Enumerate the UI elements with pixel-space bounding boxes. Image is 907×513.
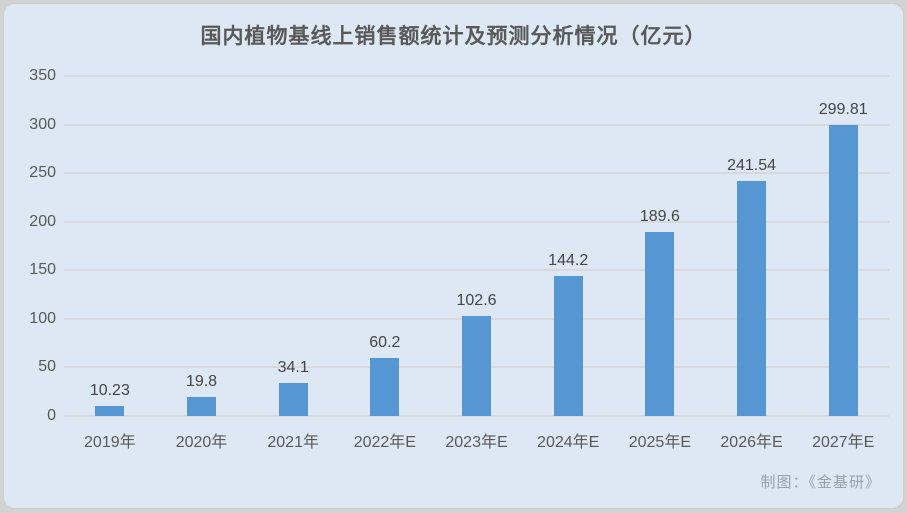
bar-slot: 299.81 bbox=[797, 76, 889, 416]
gridline bbox=[64, 172, 889, 175]
bars-row: 10.23 19.8 34.1 60.2 102.6 144.2 189.6 241.54 29… bbox=[64, 76, 889, 416]
bar-value-label: 144.2 bbox=[548, 251, 589, 269]
bar bbox=[553, 275, 583, 416]
x-tick-label: 2026年E bbox=[720, 434, 783, 451]
gridline bbox=[64, 220, 889, 223]
gridline bbox=[64, 415, 889, 417]
x-tick-label: 2020年 bbox=[175, 434, 228, 451]
bar bbox=[95, 406, 125, 416]
y-tick-label: 200 bbox=[29, 212, 56, 230]
bar-value-label: 241.54 bbox=[727, 157, 776, 175]
bar-slot: 144.2 bbox=[522, 76, 614, 416]
bar bbox=[737, 181, 767, 416]
x-tick-label: 2024年E bbox=[537, 434, 600, 451]
bar-slot: 241.54 bbox=[706, 76, 798, 416]
chart-card: 国内植物基线上销售额统计及预测分析情况（亿元） 0 50 100 150 200 250 3… bbox=[3, 3, 904, 509]
bar bbox=[645, 231, 675, 416]
x-axis: 2019年 2020年 2021年 2022年E 2023年E 2024年E 2025年E 2… bbox=[64, 428, 889, 452]
y-tick-label: 50 bbox=[38, 358, 56, 376]
bar-value-label: 189.6 bbox=[639, 207, 680, 225]
y-tick-label: 250 bbox=[29, 164, 56, 182]
y-tick-label: 150 bbox=[29, 261, 56, 279]
bar-slot: 19.8 bbox=[156, 76, 248, 416]
bar-value-label: 102.6 bbox=[456, 292, 497, 310]
y-tick-label: 300 bbox=[29, 115, 56, 133]
y-tick-label: 0 bbox=[47, 407, 56, 424]
plot-area: 10.23 19.8 34.1 60.2 102.6 144.2 189.6 241.54 29… bbox=[64, 75, 889, 417]
x-tick-label: 2019年 bbox=[84, 434, 136, 451]
y-axis: 0 50 100 150 200 250 300 350 bbox=[4, 68, 56, 424]
bar bbox=[370, 357, 400, 416]
x-tick-label: 2027年E bbox=[812, 434, 875, 451]
y-tick-label: 100 bbox=[29, 309, 56, 327]
x-tick-label: 2021年 bbox=[267, 434, 319, 451]
bar-slot: 10.23 bbox=[64, 76, 156, 416]
x-tick-label: 2022年E bbox=[353, 434, 416, 451]
credit-text: 制图：《金基研》 bbox=[760, 474, 881, 491]
bar-value-label: 10.23 bbox=[89, 382, 130, 400]
gridline bbox=[64, 269, 889, 272]
x-tick-label: 2025年E bbox=[628, 434, 691, 451]
y-tick-label: 350 bbox=[29, 67, 56, 84]
bar-slot: 102.6 bbox=[431, 76, 523, 416]
chart-title: 国内植物基线上销售额统计及预测分析情况（亿元） bbox=[200, 25, 707, 48]
bar bbox=[828, 124, 858, 416]
bar-value-label: 34.1 bbox=[277, 358, 309, 376]
bar bbox=[462, 316, 492, 416]
bar-value-label: 299.81 bbox=[818, 100, 868, 118]
bar-value-label: 60.2 bbox=[369, 333, 401, 351]
x-tick-label: 2023年E bbox=[445, 434, 508, 451]
gridline bbox=[64, 75, 889, 77]
bar-value-label: 19.8 bbox=[185, 372, 218, 390]
bar bbox=[278, 382, 308, 416]
gridline bbox=[64, 123, 889, 126]
bar-slot: 34.1 bbox=[247, 76, 339, 416]
bar bbox=[187, 396, 216, 416]
bar-slot: 60.2 bbox=[339, 76, 431, 416]
bar-slot: 189.6 bbox=[614, 76, 706, 416]
